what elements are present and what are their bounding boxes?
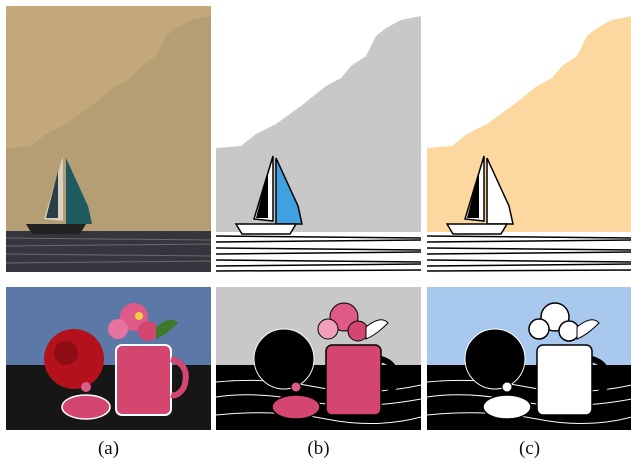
sailboat-original-image <box>6 6 211 272</box>
figure-b-sailboat-stylized <box>216 6 421 272</box>
caption-c: (c) <box>518 438 541 459</box>
figure-c-sailboat-colored <box>427 6 631 272</box>
sailboat-peach-abstraction <box>427 6 631 272</box>
figure-b-flower-stylized <box>216 287 421 430</box>
figure-c-flower-colored <box>427 287 631 430</box>
flower-mug-gray-abstraction <box>216 287 421 430</box>
flower-mug-original-image <box>6 287 211 430</box>
figure-a-sailboat-photo <box>6 6 211 272</box>
flower-mug-blue-abstraction <box>427 287 631 430</box>
figure-a-flower-photo <box>6 287 211 430</box>
caption-b: (b) <box>307 438 330 459</box>
sailboat-gray-abstraction <box>216 6 421 272</box>
caption-a: (a) <box>97 438 120 459</box>
